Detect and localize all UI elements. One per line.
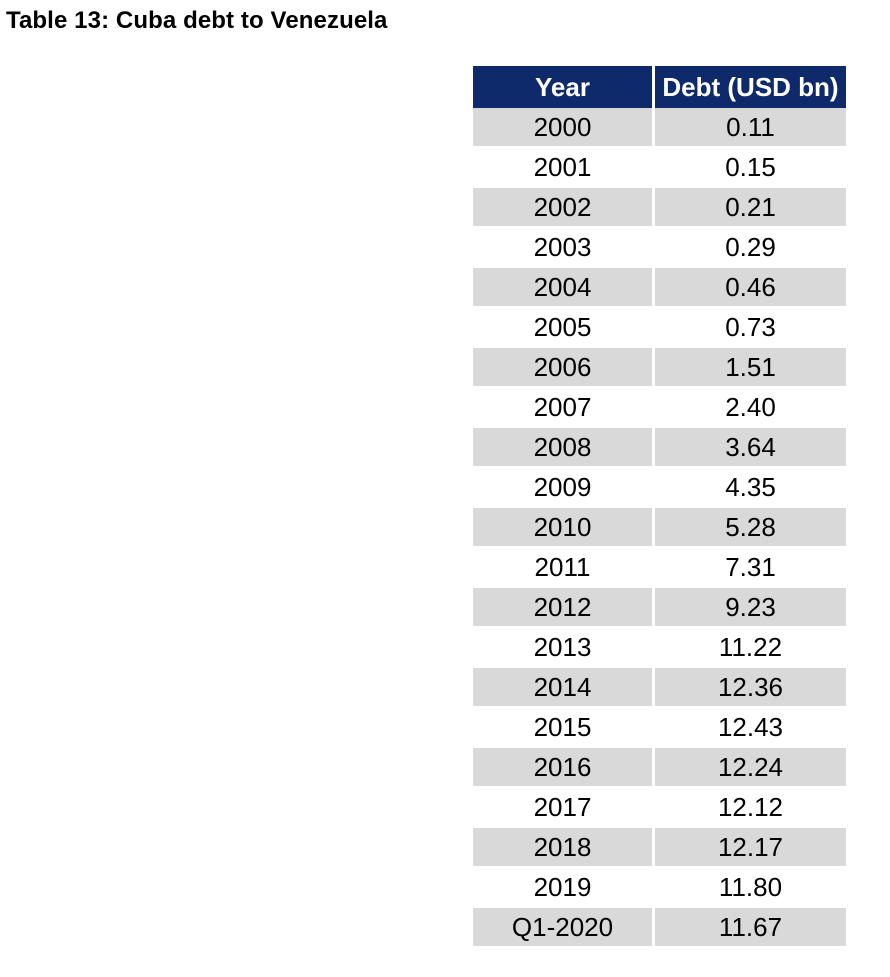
year-cell: 2005 [473,308,655,348]
year-cell: 2012 [473,588,655,628]
table-row: 2009 4.35 [473,468,846,508]
column-header-debt: Debt (USD bn) [655,66,846,108]
debt-table: Year Debt (USD bn) 2000 0.11 2001 0.15 2… [473,66,846,948]
table-row: 2000 0.11 [473,108,846,148]
year-cell: 2001 [473,148,655,188]
table-row: 2005 0.73 [473,308,846,348]
table-row: 2008 3.64 [473,428,846,468]
year-cell: 2008 [473,428,655,468]
table-row: 2013 11.22 [473,628,846,668]
year-cell: 2011 [473,548,655,588]
year-cell: 2010 [473,508,655,548]
year-cell: 2017 [473,788,655,828]
table-row: Q1-2020 11.67 [473,908,846,948]
year-cell: 2003 [473,228,655,268]
year-cell: 2000 [473,108,655,148]
debt-cell: 12.12 [655,788,846,828]
column-header-year: Year [473,66,655,108]
year-cell: 2004 [473,268,655,308]
debt-cell: 12.17 [655,828,846,868]
debt-cell: 0.29 [655,228,846,268]
table-row: 2016 12.24 [473,748,846,788]
table-row: 2001 0.15 [473,148,846,188]
debt-cell: 1.51 [655,348,846,388]
table-header-row: Year Debt (USD bn) [473,66,846,108]
year-cell: 2013 [473,628,655,668]
debt-cell: 11.22 [655,628,846,668]
year-cell: 2006 [473,348,655,388]
debt-cell: 4.35 [655,468,846,508]
table-row: 2017 12.12 [473,788,846,828]
year-cell: 2014 [473,668,655,708]
table-row: 2012 9.23 [473,588,846,628]
table-row: 2003 0.29 [473,228,846,268]
year-cell: Q1-2020 [473,908,655,948]
table-row: 2010 5.28 [473,508,846,548]
table-row: 2011 7.31 [473,548,846,588]
debt-cell: 5.28 [655,508,846,548]
debt-cell: 0.11 [655,108,846,148]
year-cell: 2015 [473,708,655,748]
table-row: 2007 2.40 [473,388,846,428]
debt-cell: 12.36 [655,668,846,708]
debt-cell: 12.24 [655,748,846,788]
table-row: 2014 12.36 [473,668,846,708]
year-cell: 2002 [473,188,655,228]
year-cell: 2016 [473,748,655,788]
table-row: 2002 0.21 [473,188,846,228]
debt-cell: 0.73 [655,308,846,348]
year-cell: 2007 [473,388,655,428]
debt-cell: 11.80 [655,868,846,908]
year-cell: 2019 [473,868,655,908]
year-cell: 2009 [473,468,655,508]
table-row: 2019 11.80 [473,868,846,908]
table-row: 2004 0.46 [473,268,846,308]
debt-cell: 3.64 [655,428,846,468]
debt-cell: 11.67 [655,908,846,948]
debt-cell: 0.21 [655,188,846,228]
debt-cell: 7.31 [655,548,846,588]
table-row: 2006 1.51 [473,348,846,388]
table-title: Table 13: Cuba debt to Venezuela [6,7,388,34]
table-row: 2018 12.17 [473,828,846,868]
year-cell: 2018 [473,828,655,868]
debt-cell: 2.40 [655,388,846,428]
debt-cell: 0.46 [655,268,846,308]
table-row: 2015 12.43 [473,708,846,748]
debt-cell: 9.23 [655,588,846,628]
debt-cell: 12.43 [655,708,846,748]
debt-cell: 0.15 [655,148,846,188]
